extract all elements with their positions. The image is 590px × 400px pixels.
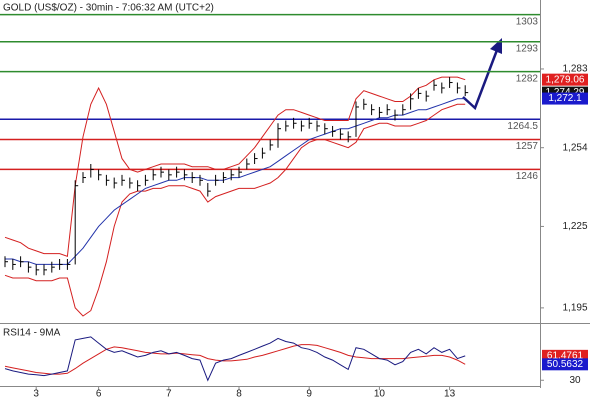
rsi-line [4,336,466,382]
x-tick-label: 7 [166,389,172,400]
x-tick-label: 3 [33,389,39,400]
level-label: 1293 [516,43,539,54]
y-tick-label: 1,283 [562,64,587,75]
x-tick-label: 10 [374,389,386,400]
y-tick-label: 1,225 [562,221,587,232]
price-marker-label: 50.5632 [547,359,584,370]
price-marker-label: 1,272.1 [548,93,582,104]
level-label: 1264.5 [507,121,538,132]
lower-band [4,103,466,317]
price-marker-label: 61.4761 [547,350,584,361]
x-tick-label: 13 [444,389,456,400]
price-marker [542,73,588,86]
price-marker-label: 1,279.06 [546,74,585,85]
chart-title: GOLD (US$/OZ) - 30min - 7:06:32 AM (UTC+… [3,3,214,14]
price-marker [542,358,588,371]
upper-band [4,76,466,257]
moving-average [5,98,466,265]
panel-title: RSI14 - 9MA [3,328,61,339]
x-tick-label: 6 [96,389,102,400]
x-tick-label: 9 [306,389,312,400]
level-label: 1246 [516,171,539,182]
rsi-ma-line [4,344,466,375]
y-tick-label: 1,195 [562,303,587,314]
level-label: 1303 [516,16,539,27]
y-tick-label: 1,254 [562,142,587,153]
x-tick-label: 8 [236,389,242,400]
level-label: 1282 [516,73,539,84]
arrow-line [462,49,499,111]
price-marker [542,92,588,105]
level-label: 1257 [516,141,539,152]
y-tick-label: 30 [569,375,581,386]
